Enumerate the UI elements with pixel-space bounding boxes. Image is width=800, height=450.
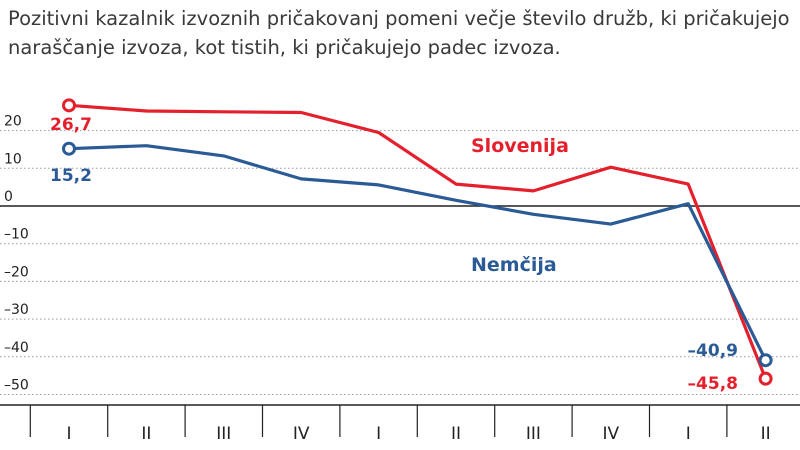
y-tick-label: –10 [4, 227, 29, 243]
x-category-label: II [761, 424, 771, 444]
y-tick-label: –30 [4, 302, 29, 318]
start-value-label-nemcija: 15,2 [50, 166, 92, 186]
x-category-label: III [216, 424, 231, 444]
x-category-label: IV [293, 424, 310, 444]
x-category-label: III [526, 424, 541, 444]
series-line-nemcija [67, 144, 768, 362]
y-tick-label: 20 [4, 114, 22, 130]
start-marker-nemcija [62, 141, 76, 156]
y-tick-label: 0 [4, 189, 13, 205]
y-tick-label: –50 [4, 378, 29, 394]
start-marker-slovenija [62, 98, 76, 113]
x-category-label: IV [602, 424, 619, 444]
x-category-label: I [686, 424, 691, 444]
end-value-label-slovenija: –45,8 [688, 374, 738, 394]
x-category-label: I [66, 424, 71, 444]
chart-subtitle: Pozitivni kazalnik izvoznih pričakovanj … [8, 7, 790, 59]
end-marker-nemcija [758, 353, 773, 368]
x-category-label: II [451, 424, 461, 444]
series-name-nemcija: Nemčija [471, 254, 557, 276]
series-line-slovenija [67, 103, 768, 381]
y-tick-label: 10 [4, 151, 22, 167]
series-name-slovenija: Slovenija [471, 135, 569, 157]
y-tick-label: –40 [4, 340, 29, 356]
end-marker-slovenija [758, 371, 773, 386]
x-category-label: II [141, 424, 151, 444]
x-category-label: I [376, 424, 381, 444]
end-value-label-nemcija: –40,9 [688, 341, 738, 361]
y-tick-label: –20 [4, 264, 29, 280]
start-value-label-slovenija: 26,7 [50, 115, 92, 135]
